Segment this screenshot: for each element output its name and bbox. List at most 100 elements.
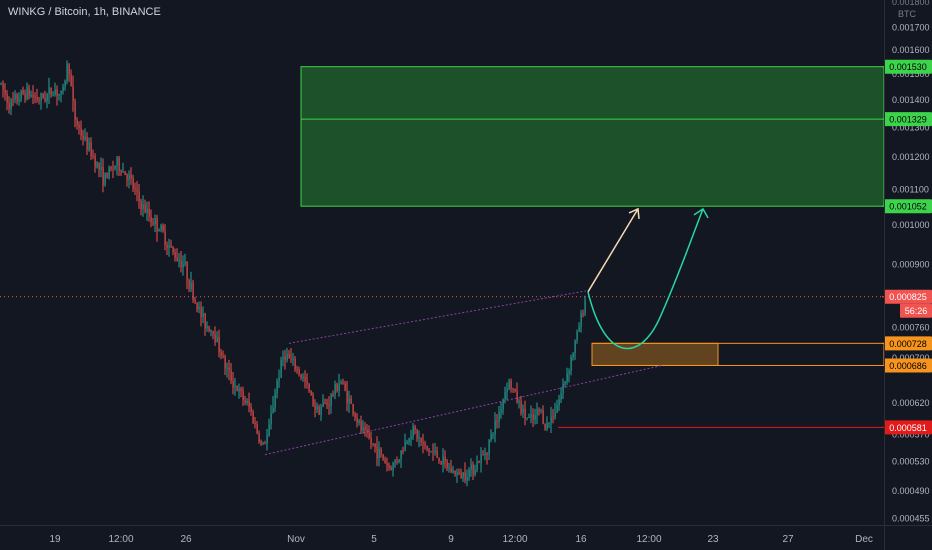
time-tick-label: 19 <box>49 534 61 545</box>
candle-body <box>46 93 48 101</box>
candle-body <box>574 340 576 354</box>
candle-body <box>304 377 306 381</box>
candle-body <box>434 450 436 453</box>
candle-body <box>446 461 448 469</box>
price-marker-label: 0.001530 <box>889 62 927 72</box>
candle-body <box>72 86 74 102</box>
candle-body <box>162 225 164 232</box>
candle-body <box>318 406 320 415</box>
candle-body <box>438 457 440 461</box>
candle-body <box>244 400 246 404</box>
candle-body <box>348 398 350 404</box>
candle-body <box>76 119 78 126</box>
candle-body <box>544 423 546 430</box>
candle-body <box>456 472 458 475</box>
candle-body <box>570 357 572 372</box>
chart-title: WINKG / Bitcoin, 1h, BINANCE <box>8 6 161 18</box>
candle-body <box>298 369 300 375</box>
candle-body <box>204 313 206 329</box>
trendline[interactable] <box>264 364 663 456</box>
candle-body <box>270 413 272 425</box>
price-axis[interactable]: 0.000455 0.000490 0.000530 0.000570 0.000620… <box>892 22 930 523</box>
candle-body <box>120 171 122 173</box>
candle-body <box>542 410 544 424</box>
candle-body <box>336 384 338 391</box>
candle-body <box>14 94 16 100</box>
candle-body <box>526 417 528 419</box>
candle-body <box>580 313 582 328</box>
price-marker-current-price[interactable] <box>884 289 932 304</box>
candle-body <box>44 98 46 101</box>
price-marker-target-top[interactable] <box>884 59 932 74</box>
projection-arrow-curved[interactable] <box>587 208 704 350</box>
candle-body <box>96 162 98 168</box>
time-tick-label: Dec <box>855 534 873 545</box>
candle-body <box>498 412 500 422</box>
trendline[interactable] <box>288 290 587 344</box>
candle-body <box>572 353 574 358</box>
price-marker-label: 0.001052 <box>889 202 927 212</box>
candle-body <box>490 434 492 441</box>
candle-body <box>568 371 570 374</box>
arrowhead-curved <box>693 207 709 219</box>
price-tick-label: 0.001000 <box>892 220 930 230</box>
candle-body <box>294 358 296 370</box>
candle-body <box>260 441 262 444</box>
price-marker-target-mid[interactable] <box>884 112 932 127</box>
candle-body <box>474 469 476 475</box>
price-marker-entry-top[interactable] <box>884 336 932 351</box>
candle-body <box>66 63 68 81</box>
candle-body <box>202 313 204 317</box>
candle-body <box>444 456 446 462</box>
price-marker-stop-loss[interactable] <box>884 420 932 435</box>
target-zone-box[interactable] <box>300 66 885 207</box>
price-tick-label: 0.000760 <box>892 322 930 332</box>
candle-body <box>416 429 418 439</box>
candle-body <box>370 437 372 444</box>
candle-body <box>342 382 344 384</box>
candle-body <box>308 383 310 391</box>
candle-body <box>554 412 556 418</box>
price-tick-label: 0.001500 <box>892 69 930 79</box>
candle-body <box>146 208 148 213</box>
time-axis[interactable]: 19 12:00 26 Nov 5 9 12:00 16 12:00 23 27 Dec <box>49 534 872 545</box>
candle-body <box>410 435 412 439</box>
candle-body <box>558 399 560 406</box>
candle-body <box>170 245 172 248</box>
candle-body <box>230 369 232 382</box>
candle-body <box>504 392 506 400</box>
price-tick-label: 0.000700 <box>892 353 930 363</box>
candle-body <box>454 470 456 475</box>
price-marker-label: 0.000581 <box>889 423 927 433</box>
candle-body <box>166 244 168 248</box>
entry-zone-fill[interactable] <box>591 342 719 366</box>
candle-body <box>464 472 466 481</box>
candle-body <box>218 337 220 353</box>
candle-body <box>114 165 116 169</box>
price-tick-label: 0.001600 <box>892 45 930 55</box>
candle-body <box>280 359 282 378</box>
candle-body <box>0 83 2 85</box>
candle-body <box>176 257 178 262</box>
candle-body <box>234 386 236 388</box>
candle-body <box>556 405 558 413</box>
price-marker-entry-bottom[interactable] <box>884 358 932 373</box>
candle-body <box>402 450 404 452</box>
candle-body <box>16 94 18 102</box>
price-tick-label: 0.000620 <box>892 398 930 408</box>
candle-body <box>268 424 270 436</box>
projection-arrow-straight[interactable] <box>587 208 639 293</box>
candle-body <box>528 417 530 419</box>
price-marker-target-bottom[interactable] <box>884 199 932 214</box>
candle-body <box>322 402 324 408</box>
candle-body <box>414 426 416 430</box>
candle-body <box>358 420 360 423</box>
candle-body <box>286 353 288 361</box>
candle-body <box>496 420 498 422</box>
candle-body <box>232 381 234 388</box>
candle-body <box>190 282 192 289</box>
candle-body <box>324 402 326 404</box>
candle-body <box>40 93 42 102</box>
time-tick-label: 12:00 <box>636 534 661 545</box>
